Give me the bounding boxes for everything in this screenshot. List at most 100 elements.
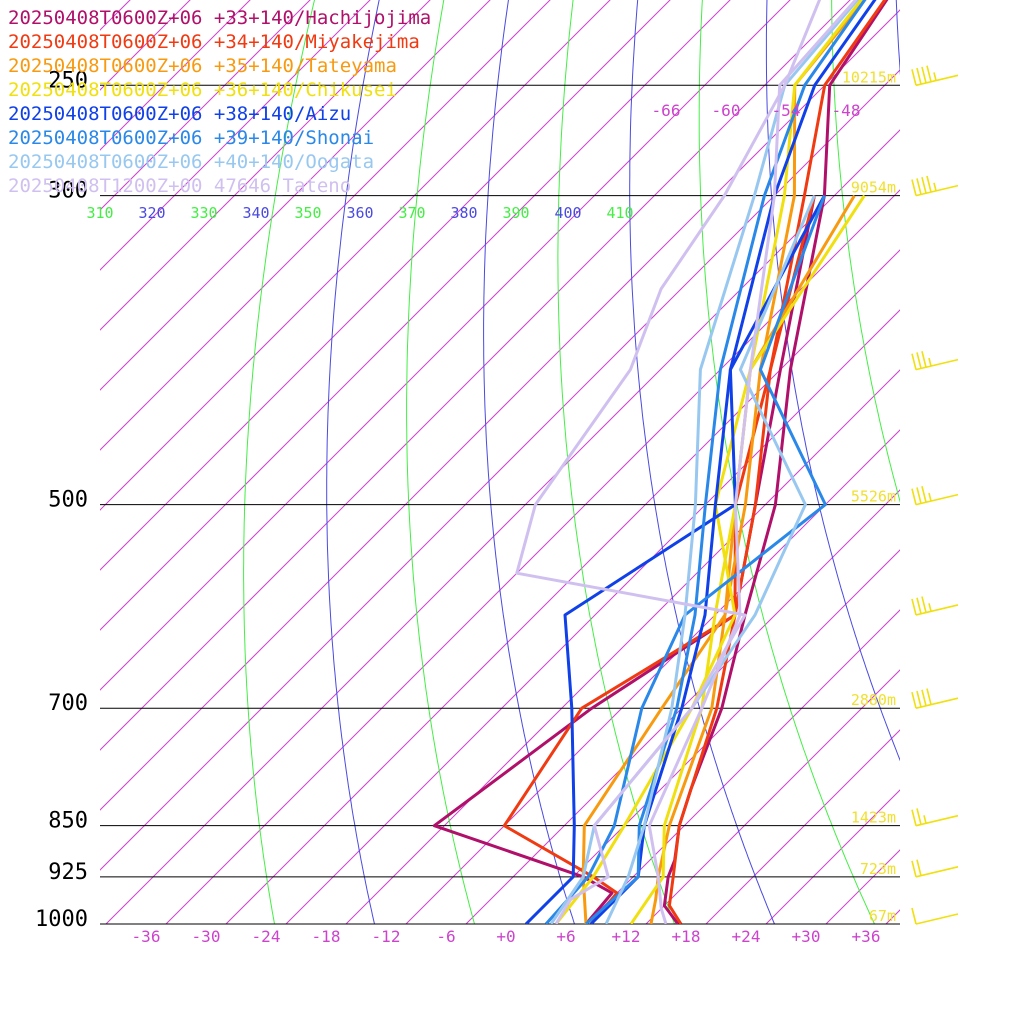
pressure-lines bbox=[100, 84, 900, 925]
series-temperature-line bbox=[667, 0, 887, 924]
theta-line bbox=[406, 0, 475, 924]
theta-label: 360 bbox=[346, 204, 373, 222]
theta-label: 370 bbox=[398, 204, 425, 222]
wind-barb bbox=[911, 688, 959, 709]
series-dewpoint-line bbox=[432, 195, 816, 924]
theta-line bbox=[895, 0, 900, 76]
wind-barb bbox=[911, 859, 959, 878]
wind-barb bbox=[911, 175, 959, 197]
wind-barb bbox=[911, 351, 959, 371]
sounding-series bbox=[432, 0, 889, 924]
top-temp-label: -60 bbox=[712, 101, 741, 120]
isotherm-line bbox=[100, 0, 851, 751]
x-tick-label: +24 bbox=[732, 927, 761, 946]
theta-line bbox=[831, 0, 900, 503]
height-label: 2880m bbox=[851, 691, 896, 709]
theta-line bbox=[765, 0, 900, 762]
series-temperature-line bbox=[604, 0, 860, 924]
theta-line bbox=[956, 0, 1024, 924]
isotherm-line bbox=[825, 849, 900, 924]
series-dewpoint-line bbox=[515, 0, 822, 924]
top-temp-label: -54 bbox=[772, 101, 801, 120]
theta-label: 340 bbox=[242, 204, 269, 222]
isotherm-line bbox=[645, 669, 900, 924]
isotherm-line bbox=[100, 0, 251, 151]
series-temperature-line bbox=[649, 0, 867, 924]
wind-barbs bbox=[911, 65, 959, 925]
x-tick-label: -6 bbox=[436, 927, 455, 946]
isotherm-line bbox=[465, 489, 900, 924]
x-tick-label: -18 bbox=[312, 927, 341, 946]
isotherm-line bbox=[405, 429, 900, 924]
isotherm-line bbox=[100, 0, 611, 511]
pressure-label: 300 bbox=[48, 179, 88, 204]
isotherm-line bbox=[1006, 0, 1024, 924]
height-label: 5526m bbox=[851, 488, 896, 506]
legend-entry: 20250408T0600Z+06 +40+140/Oogata bbox=[8, 151, 375, 173]
theta-label: 320 bbox=[138, 204, 165, 222]
isotherm-line bbox=[100, 0, 671, 571]
theta-line bbox=[629, 0, 775, 924]
theta-line bbox=[698, 0, 875, 924]
isotherm-line bbox=[885, 909, 900, 924]
legend-entry: 20250408T0600Z+06 +39+140/Shonai bbox=[8, 127, 375, 149]
isotherm-line bbox=[285, 309, 900, 924]
theta-label: 330 bbox=[190, 204, 217, 222]
series-dewpoint-line bbox=[549, 195, 816, 924]
legend-entry: 20250408T0600Z+06 +38+140/Aizu bbox=[8, 103, 352, 125]
isotherm-line bbox=[100, 0, 491, 391]
pressure-label: 700 bbox=[48, 691, 88, 716]
theta-label: 310 bbox=[86, 204, 113, 222]
pressure-label: 925 bbox=[48, 860, 88, 885]
isotherm-line bbox=[100, 0, 371, 271]
isotherm-line bbox=[946, 0, 1024, 924]
x-tick-label: +0 bbox=[496, 927, 515, 946]
isotherm-line bbox=[100, 0, 311, 211]
series-dewpoint-line bbox=[502, 195, 816, 924]
height-label: 10215m bbox=[842, 68, 896, 86]
isotherm-line bbox=[100, 9, 900, 811]
x-tick-label: +6 bbox=[556, 927, 575, 946]
isotherm-lines bbox=[100, 0, 1024, 924]
theta-label: 400 bbox=[554, 204, 581, 222]
pressure-label: 250 bbox=[48, 68, 88, 93]
height-label: 9054m bbox=[851, 179, 896, 197]
height-label: 67m bbox=[869, 907, 896, 925]
series-dewpoint-line bbox=[524, 194, 826, 924]
legend-entry: 20250408T0600Z+06 +34+140/Miyakejima bbox=[8, 31, 420, 53]
isotherm-line bbox=[100, 0, 551, 451]
series-dewpoint-line bbox=[581, 194, 856, 924]
theta-label: 390 bbox=[502, 204, 529, 222]
wind-barb bbox=[911, 907, 959, 925]
pressure-label: 1000 bbox=[35, 907, 88, 932]
height-label: 1423m bbox=[851, 809, 896, 827]
legend-entry: 20250408T0600Z+06 +36+140/Chikusei bbox=[8, 79, 397, 101]
isotherm-line bbox=[165, 189, 900, 924]
isotherm-line bbox=[100, 69, 900, 871]
series-temperature-line bbox=[662, 0, 889, 924]
wind-barb bbox=[911, 486, 959, 506]
isotherm-line bbox=[100, 0, 791, 691]
theta-label: 410 bbox=[606, 204, 633, 222]
top-temp-label: -48 bbox=[832, 101, 861, 120]
x-tick-label: -24 bbox=[252, 927, 281, 946]
theta-line bbox=[326, 0, 380, 924]
x-tick-label: +18 bbox=[672, 927, 701, 946]
wind-barb bbox=[911, 596, 959, 616]
series-temperature-line bbox=[647, 0, 858, 924]
x-tick-label: -12 bbox=[372, 927, 401, 946]
isotherm-line bbox=[225, 249, 900, 924]
pressure-label: 500 bbox=[48, 488, 88, 513]
isotherm-line bbox=[105, 129, 900, 924]
x-tick-label: +12 bbox=[612, 927, 641, 946]
theta-label: 350 bbox=[294, 204, 321, 222]
theta-lines bbox=[243, 0, 1024, 924]
theta-line bbox=[243, 0, 315, 924]
isotherm-line bbox=[100, 0, 431, 331]
isotherm-line bbox=[345, 369, 900, 924]
chart-labels: 100150200250300500700850925100016060m134… bbox=[35, 68, 896, 946]
isotherm-line bbox=[525, 549, 900, 924]
wind-barb bbox=[911, 65, 959, 87]
isotherm-line bbox=[585, 609, 900, 924]
